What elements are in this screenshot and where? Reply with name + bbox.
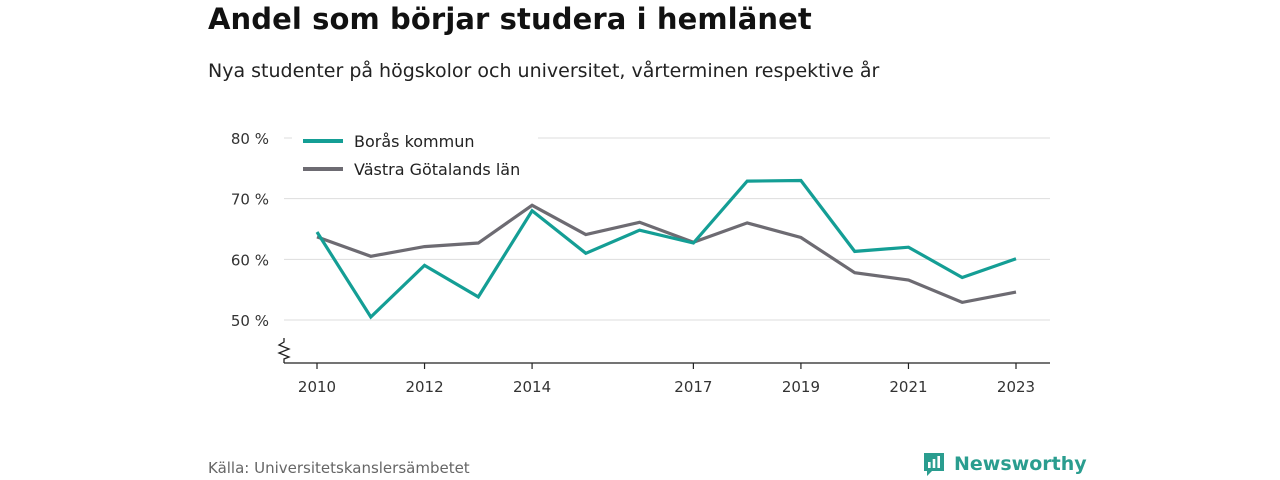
x-tick-label: 2012 <box>405 378 443 396</box>
x-tick-label: 2014 <box>513 378 551 396</box>
y-tick-label: 50 % <box>231 312 269 330</box>
series-line-vastra-gotaland <box>316 203 1017 305</box>
x-tick-label: 2019 <box>782 378 820 396</box>
chart-subtitle: Nya studenter på högskolor och universit… <box>208 60 880 82</box>
brand-name: Newsworthy <box>954 453 1087 475</box>
legend-label: Borås kommun <box>354 132 475 151</box>
chart-title: Andel som börjar studera i hemlänet <box>208 2 812 36</box>
x-tick-label: 2021 <box>889 378 927 396</box>
y-tick-label: 60 % <box>231 251 269 269</box>
newsworthy-logo-icon <box>924 453 944 476</box>
x-tick-label: 2023 <box>997 378 1035 396</box>
y-tick-label: 80 % <box>231 130 269 148</box>
newsworthy-brand: Newsworthy <box>922 451 1087 477</box>
series-line-boras <box>315 178 1017 320</box>
legend-background <box>292 128 538 184</box>
legend: Borås kommun Västra Götalands län <box>292 128 538 184</box>
series-lines <box>315 178 1017 320</box>
x-tick-label: 2017 <box>674 378 712 396</box>
y-tick-label: 70 % <box>231 191 269 209</box>
x-tick-label: 2010 <box>298 378 336 396</box>
source-note: Källa: Universitetskanslersämbetet <box>208 459 470 477</box>
legend-label: Västra Götalands län <box>354 160 520 179</box>
axes: 50 % 60 % 70 % 80 % 2010 2012 2014 2017 2019 2021… <box>231 130 1050 396</box>
axis-break-icon <box>277 338 291 363</box>
